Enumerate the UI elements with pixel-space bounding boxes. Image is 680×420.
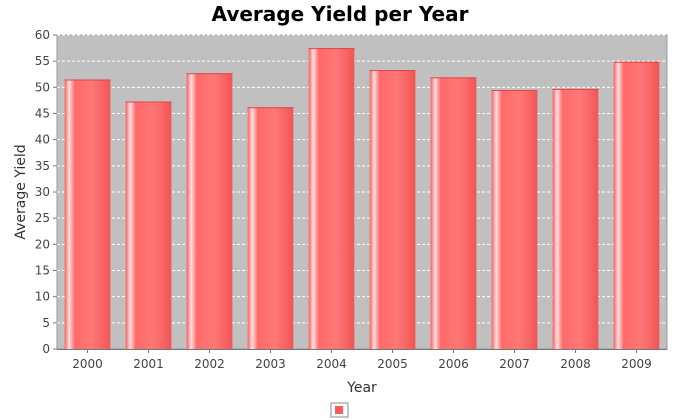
bar [552,88,599,350]
y-tick-label: 60 [35,28,50,42]
bar [369,70,416,350]
bars [64,48,660,350]
y-tick-label: 55 [35,54,50,68]
y-tick-label: 50 [35,80,50,94]
legend-swatch [335,406,343,414]
bar [308,48,355,349]
y-tick-label: 45 [35,107,50,121]
x-tick-label: 2003 [255,357,286,371]
chart-title: Average Yield per Year [212,2,469,26]
y-tick-label: 5 [42,316,50,330]
bar [613,61,660,349]
y-axis-label: Average Yield [13,144,29,239]
bar [186,73,233,349]
bar [64,79,111,349]
x-tick-label: 2001 [133,357,164,371]
y-tick-label: 25 [35,211,50,225]
y-tick-label: 30 [35,185,50,199]
bar [125,101,172,349]
x-tick-label: 2004 [316,357,347,371]
x-tick-label: 2002 [194,357,225,371]
bar [491,89,538,349]
y-tick-label: 10 [35,290,50,304]
y-tick-label: 40 [35,133,50,147]
bar [430,77,477,349]
x-tick-label: 2005 [377,357,408,371]
y-tick-label: 15 [35,264,50,278]
x-tick-label: 2009 [621,357,652,371]
y-tick-label: 0 [42,342,50,356]
bar [247,107,294,349]
x-tick-label: 2000 [72,357,103,371]
x-tick-label: 2008 [560,357,591,371]
legend [330,402,349,418]
x-axis-label: Year [346,380,377,396]
x-tick-label: 2006 [438,357,469,371]
x-tick-label: 2007 [499,357,530,371]
y-tick-label: 35 [35,159,50,173]
x-axis: 2000 2001 2002 2003 2004 2005 2006 2007 2008 2009 [57,349,667,371]
y-tick-label: 20 [35,237,50,251]
y-axis: 0 5 10 15 20 25 30 35 40 45 50 55 60 [35,28,57,356]
